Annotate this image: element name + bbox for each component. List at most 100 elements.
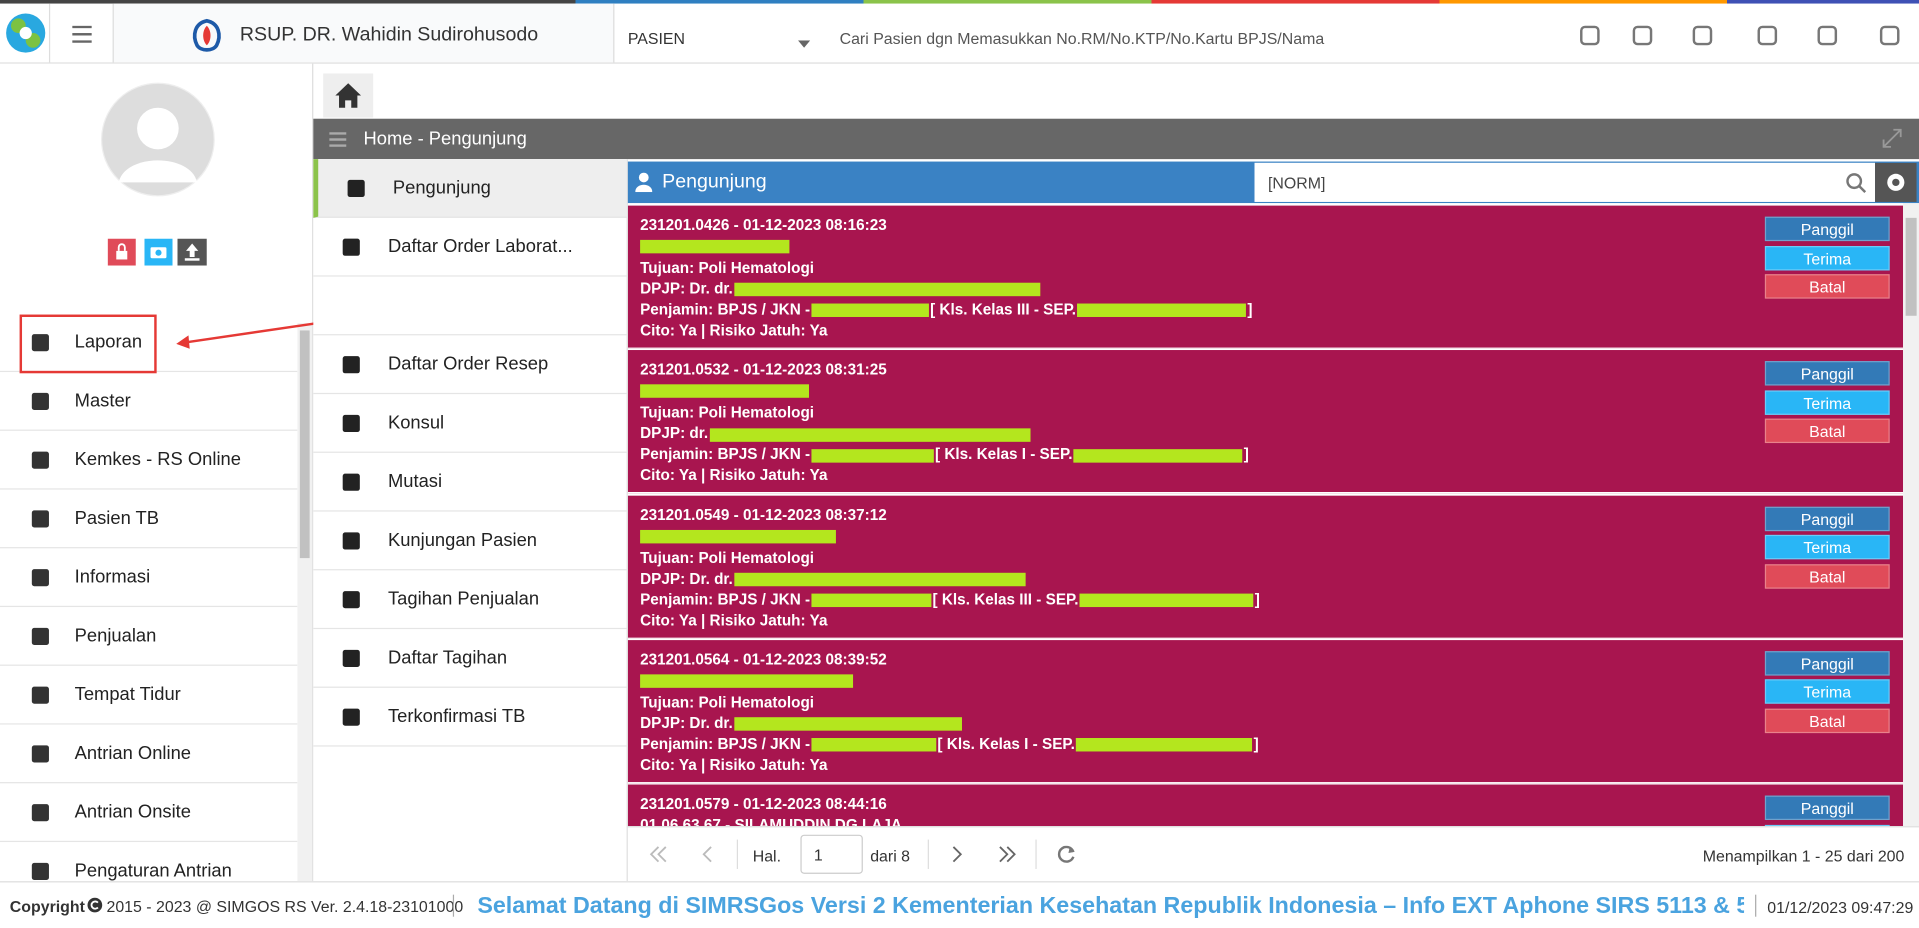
menu-icon-glyph xyxy=(31,745,49,763)
penjamin-text: Penjamin: BPJS / JKN - xyxy=(640,735,811,753)
search-input[interactable]: Cari Pasien dgn Memasukkan No.RM/No.KTP/… xyxy=(839,29,1325,48)
action-button[interactable]: Terima xyxy=(1764,390,1890,415)
bracket-text: ] xyxy=(1253,735,1259,753)
penjamin-text: Penjamin: BPJS / JKN - xyxy=(640,445,811,463)
panel-search[interactable]: [NORM] xyxy=(1254,162,1876,202)
menu-item[interactable]: Pasien TB xyxy=(0,490,298,549)
menu-item[interactable]: Pengaturan Antrian xyxy=(0,842,297,881)
menu-item[interactable]: Antrian Online xyxy=(0,725,298,784)
menu-item[interactable]: Tempat Tidur xyxy=(0,666,298,725)
menu-label: Pasien TB xyxy=(74,507,160,529)
search-icon[interactable] xyxy=(1846,173,1868,195)
menu-item[interactable]: Penjualan xyxy=(0,607,298,666)
action-button[interactable]: Panggil xyxy=(1764,216,1890,242)
action-button[interactable]: Panggil xyxy=(1764,795,1890,821)
menu-icon xyxy=(29,508,51,530)
row-penjamin: Penjamin: BPJS / JKN - [ Kls. Kelas I - S… xyxy=(640,735,1259,752)
page-input[interactable]: 1 xyxy=(800,834,863,874)
page-nav[interactable] xyxy=(997,846,1017,863)
submenu-item[interactable]: Tagihan Penjualan xyxy=(313,570,627,630)
marquee-box: Selamat Datang di SIMRSGos Versi 2 Kemen… xyxy=(465,882,1744,927)
submenu-item[interactable]: Terkonfirmasi TB xyxy=(313,688,627,747)
page-summary: Menampilkan 1 - 25 dari 200 xyxy=(1702,846,1905,866)
row-cito: Cito: Ya | Risiko Jatuh: Ya xyxy=(640,321,828,340)
header-icon[interactable] xyxy=(1816,24,1838,46)
submenu-item[interactable]: Daftar Order Laborat... xyxy=(313,218,627,277)
menu-icon xyxy=(29,625,51,647)
submenu-item[interactable]: Konsul xyxy=(313,394,627,453)
visit-list: 231201.0426 - 01-12-2023 08:16:23 Tujuan:… xyxy=(627,203,1904,827)
action-button[interactable]: Terima xyxy=(1764,824,1890,827)
submenu-icon xyxy=(340,706,362,728)
upload-button-glyph xyxy=(177,238,207,266)
submenu-label: Daftar Order Resep xyxy=(387,353,549,375)
action-button[interactable]: Terima xyxy=(1764,245,1890,270)
camera-button[interactable] xyxy=(144,238,173,266)
menu-label: Antrian Onsite xyxy=(74,801,191,823)
header-icon[interactable] xyxy=(1879,24,1901,46)
menu-icon xyxy=(29,860,51,881)
settings-button[interactable] xyxy=(1875,162,1917,202)
submenu-icon-glyph xyxy=(347,179,365,198)
pagination: Hal. 1 dari 8 Menampilkan 1 - 25 dari 200 xyxy=(627,826,1919,882)
page-nav[interactable] xyxy=(649,846,669,863)
row-penjamin: Penjamin: BPJS / JKN - [ Kls. Kelas I - S… xyxy=(640,446,1249,463)
header-icon[interactable] xyxy=(1631,24,1653,46)
submenu-icon-glyph xyxy=(342,414,360,433)
redaction xyxy=(1076,738,1253,752)
menu-label: Informasi xyxy=(74,566,151,588)
action-button[interactable]: Batal xyxy=(1764,274,1890,299)
page-nav[interactable] xyxy=(949,846,969,863)
menu-toggle[interactable] xyxy=(72,25,92,43)
action-button[interactable]: Panggil xyxy=(1764,650,1890,676)
search-type[interactable]: PASIEN xyxy=(627,29,686,48)
menu-icon xyxy=(29,684,51,706)
home-button[interactable] xyxy=(323,73,374,118)
marquee-text: Selamat Datang di SIMRSGos Versi 2 Kemen… xyxy=(477,893,1745,920)
header-icon[interactable] xyxy=(1579,24,1601,46)
page-nav[interactable] xyxy=(1057,845,1077,863)
action-button[interactable]: Panggil xyxy=(1764,361,1890,386)
redaction xyxy=(709,427,1031,442)
penjamin-text: Penjamin: BPJS / JKN - xyxy=(640,590,811,608)
app-logo-glyph xyxy=(6,13,46,53)
hospital-name: RSUP. DR. Wahidin Sudirohusodo xyxy=(239,24,539,46)
submenu-item[interactable] xyxy=(313,277,627,336)
lock-button[interactable] xyxy=(107,238,136,266)
panel-title: Pengunjung xyxy=(662,171,767,193)
expand-icon[interactable] xyxy=(1882,128,1902,149)
menu-label: Laporan xyxy=(74,331,143,353)
submenu-item[interactable]: Kunjungan Pasien xyxy=(313,512,627,571)
upload-button[interactable] xyxy=(177,238,207,266)
submenu-item[interactable]: Daftar Tagihan xyxy=(313,629,627,688)
menu-item[interactable]: Informasi xyxy=(0,548,298,608)
visit-row: 231201.0549 - 01-12-2023 08:37:12 Tujuan:… xyxy=(627,495,1904,639)
submenu-item[interactable]: Daftar Order Resep xyxy=(313,335,627,395)
menu-item[interactable]: Master xyxy=(0,372,298,431)
action-button[interactable]: Panggil xyxy=(1764,506,1890,531)
action-button[interactable]: Batal xyxy=(1764,563,1890,589)
menu-icon-glyph xyxy=(31,627,49,645)
redaction-bar xyxy=(640,674,854,688)
submenu-label: Terkonfirmasi TB xyxy=(387,706,526,727)
page-nav[interactable] xyxy=(699,846,719,863)
submenu-icon xyxy=(345,177,367,199)
kelas-text: [ Kls. Kelas III - SEP. xyxy=(930,301,1077,319)
row-tujuan: Tujuan: Poli Hematologi xyxy=(640,259,815,277)
dropdown-caret[interactable] xyxy=(797,32,811,48)
row-header: 231201.0564 - 01-12-2023 08:39:52 xyxy=(640,650,887,669)
menu-item[interactable]: Antrian Onsite xyxy=(0,783,298,843)
action-button[interactable]: Batal xyxy=(1764,708,1890,733)
breadcrumb-menu xyxy=(329,131,347,147)
header-icon-glyph xyxy=(1692,25,1713,46)
action-button[interactable]: Batal xyxy=(1764,418,1890,444)
submenu-item[interactable]: Pengunjung xyxy=(313,159,627,218)
action-button[interactable]: Terima xyxy=(1764,679,1890,705)
submenu-item[interactable]: Mutasi xyxy=(313,453,627,512)
menu-item[interactable]: Kemkes - RS Online xyxy=(0,431,298,490)
header-icon[interactable] xyxy=(1691,24,1713,46)
header-icon[interactable] xyxy=(1756,24,1778,46)
submenu-icon-glyph xyxy=(342,356,360,374)
action-button[interactable]: Terima xyxy=(1764,534,1890,560)
separator xyxy=(452,894,455,917)
